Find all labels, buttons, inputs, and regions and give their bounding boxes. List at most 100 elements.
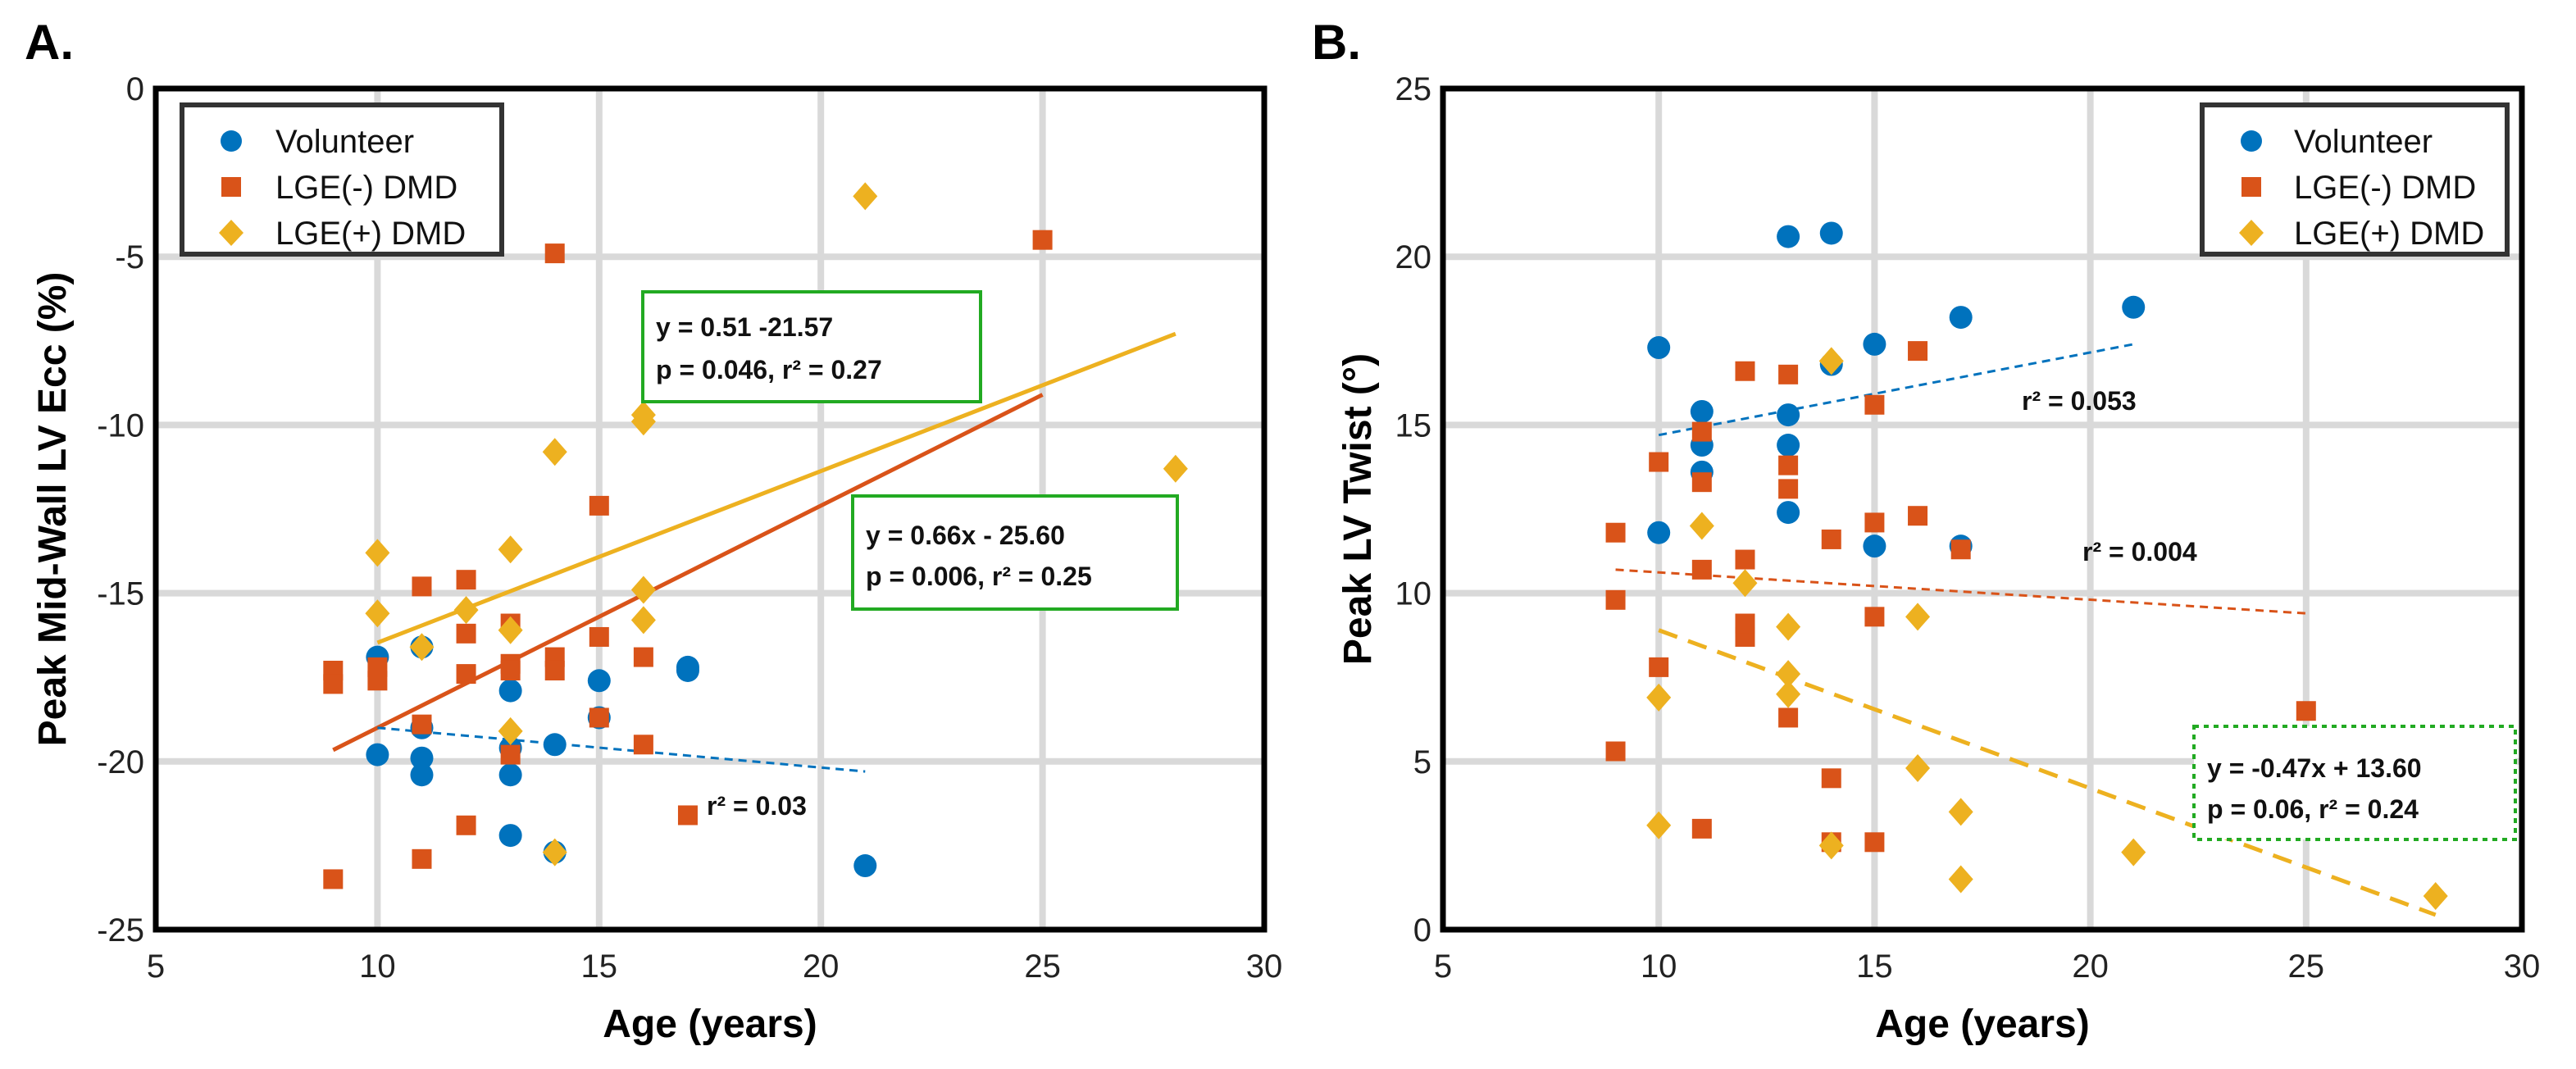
point-b-lge-dmd xyxy=(1864,394,1885,415)
x-tick-b-5: 5 xyxy=(1434,948,1452,985)
point-a-volunteer xyxy=(498,679,522,703)
points-b xyxy=(1605,221,2448,910)
point-a-lge-dmd xyxy=(365,599,390,628)
point-b-lge-dmd xyxy=(2121,838,2146,867)
point-a-lge-dmd xyxy=(323,674,344,694)
x-tick-a-5: 5 xyxy=(147,948,165,985)
legend-b-lge-neg-label: LGE(-) DMD xyxy=(2294,170,2476,206)
point-b-lge-dmd xyxy=(1864,607,1885,627)
point-b-lge-dmd xyxy=(1732,569,1758,598)
point-a-lge-dmd xyxy=(456,623,476,644)
point-a-lge-dmd xyxy=(1032,230,1053,250)
panel-a: A. 5 10 15 20 25 30 -25 -20 -15 -10 -5 0 Age (years… xyxy=(25,15,1282,1046)
panel-b-label: B. xyxy=(1312,15,1361,70)
x-axis-title-a: Age (years) xyxy=(603,1003,817,1046)
y-tick-b-25: 25 xyxy=(1395,71,1432,107)
point-b-lge-dmd xyxy=(1948,865,1973,894)
y-tick-b-0: 0 xyxy=(1413,912,1431,948)
point-a-volunteer xyxy=(543,733,567,757)
annotation-a-box-1 xyxy=(641,290,982,403)
point-b-lge-dmd xyxy=(1864,512,1885,533)
legend-a-volunteer-label: Volunteer xyxy=(275,124,414,160)
point-b-lge-dmd xyxy=(1776,680,1801,708)
point-a-lge-dmd xyxy=(633,735,653,755)
fit-line-a-lge-dmd xyxy=(376,331,1176,645)
point-a-lge-dmd xyxy=(677,805,698,826)
annotation-b-lge-neg-r2: r² = 0.004 xyxy=(2082,537,2197,566)
y-tick-a-0: 0 xyxy=(126,71,144,107)
plot-frame-a xyxy=(152,85,1268,933)
y-tick-b-15: 15 xyxy=(1395,407,1432,444)
y-tick-a--15: -15 xyxy=(97,576,144,612)
point-a-lge-dmd xyxy=(367,671,388,691)
y-axis-title-b: Peak LV Twist (°) xyxy=(1336,353,1380,665)
point-a-lge-dmd xyxy=(456,570,476,590)
point-a-lge-dmd xyxy=(456,664,476,685)
point-b-lge-dmd xyxy=(1605,589,1626,610)
x-tick-a-10: 10 xyxy=(359,948,396,985)
point-b-lge-dmd xyxy=(1691,472,1712,493)
x-tick-b-30: 30 xyxy=(2504,948,2541,985)
point-b-lge-dmd xyxy=(1689,512,1714,540)
point-b-volunteer xyxy=(1863,332,1886,356)
point-b-lge-dmd xyxy=(1905,754,1931,783)
point-b-lge-dmd xyxy=(1905,603,1931,631)
point-a-lge-dmd xyxy=(498,716,523,745)
point-b-volunteer xyxy=(1949,306,1973,330)
point-b-lge-dmd xyxy=(1908,506,1928,526)
point-a-lge-dmd xyxy=(409,633,435,662)
point-a-lge-dmd xyxy=(500,744,521,765)
point-a-lge-dmd xyxy=(853,182,878,211)
legend-b-lge-pos-marker xyxy=(2239,220,2264,246)
point-b-lge-dmd xyxy=(1649,657,1669,677)
point-b-lge-dmd xyxy=(1605,522,1626,543)
point-a-lge-dmd xyxy=(498,616,523,644)
point-b-lge-dmd xyxy=(2296,701,2316,721)
point-b-lge-dmd xyxy=(1646,811,1672,839)
point-b-lge-dmd xyxy=(1646,683,1672,712)
annotation-a-2-line-2: p = 0.006, r² = 0.25 xyxy=(866,562,1092,591)
y-tick-a--5: -5 xyxy=(115,239,144,275)
y-tick-b-5: 5 xyxy=(1413,744,1431,780)
legend-a-lge-neg-marker xyxy=(221,177,241,197)
point-b-lge-dmd xyxy=(1908,341,1928,362)
point-b-lge-dmd xyxy=(1778,479,1799,499)
point-a-volunteer xyxy=(498,763,522,787)
annotation-b-line-1: y = -0.47x + 13.60 xyxy=(2207,753,2422,783)
point-a-lge-dmd xyxy=(630,575,656,604)
annotation-a-2-line-1: y = 0.66x - 25.60 xyxy=(866,521,1065,550)
point-a-lge-dmd xyxy=(498,535,523,564)
x-tick-b-20: 20 xyxy=(2072,948,2109,985)
point-a-volunteer xyxy=(410,763,434,787)
point-a-lge-dmd xyxy=(412,714,432,735)
point-b-volunteer xyxy=(1647,521,1671,544)
annotation-a-lge-neg-fit: y = 0.66x - 25.60 p = 0.006, r² = 0.25 xyxy=(851,494,1179,611)
point-a-lge-dmd xyxy=(633,647,653,667)
point-b-lge-dmd xyxy=(1691,818,1712,839)
point-a-lge-dmd xyxy=(365,539,390,567)
annotation-b-lge-pos-fit: y = -0.47x + 13.60 p = 0.06, r² = 0.24 xyxy=(2192,725,2517,841)
grid-a xyxy=(156,89,1264,930)
point-b-lge-dmd xyxy=(1778,707,1799,728)
point-b-volunteer xyxy=(1777,225,1800,248)
legend-a-lge-pos-label: LGE(+) DMD xyxy=(275,216,466,252)
annotation-b-box xyxy=(2192,725,2517,841)
point-b-lge-dmd xyxy=(2423,881,2448,910)
x-tick-a-25: 25 xyxy=(1024,948,1061,985)
legend-a-lge-neg-label: LGE(-) DMD xyxy=(275,170,457,206)
y-tick-b-10: 10 xyxy=(1395,576,1432,612)
point-b-volunteer xyxy=(1777,501,1800,525)
point-b-lge-dmd xyxy=(1818,347,1844,375)
point-a-lge-dmd xyxy=(412,848,432,869)
point-b-volunteer xyxy=(1690,399,1714,423)
point-a-lge-dmd xyxy=(323,869,344,889)
point-a-volunteer xyxy=(366,743,389,766)
point-a-lge-dmd xyxy=(412,576,432,597)
point-a-volunteer xyxy=(410,746,434,770)
fit-line-b-volunteer xyxy=(1658,343,2134,437)
point-b-lge-dmd xyxy=(1778,364,1799,384)
point-b-lge-dmd xyxy=(1691,421,1712,442)
point-a-lge-dmd xyxy=(589,707,609,728)
x-tick-b-25: 25 xyxy=(2288,948,2325,985)
